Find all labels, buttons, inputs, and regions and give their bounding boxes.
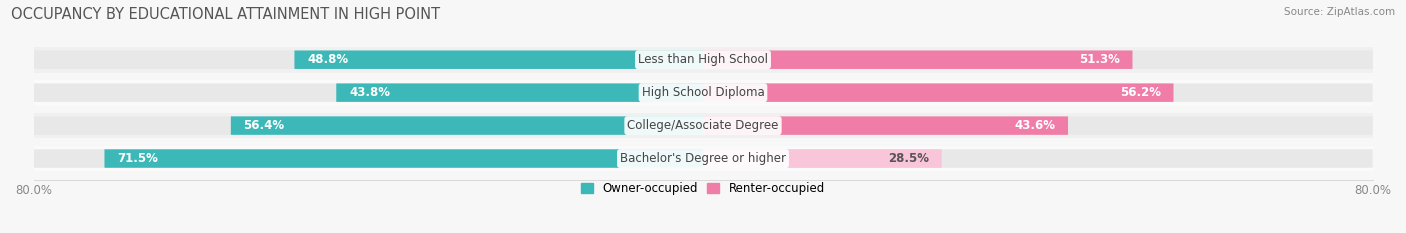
- Bar: [34, 80, 1372, 106]
- Text: High School Diploma: High School Diploma: [641, 86, 765, 99]
- FancyBboxPatch shape: [703, 51, 1372, 69]
- FancyBboxPatch shape: [703, 116, 1372, 135]
- Text: 51.3%: 51.3%: [1078, 53, 1119, 66]
- FancyBboxPatch shape: [34, 149, 703, 168]
- Legend: Owner-occupied, Renter-occupied: Owner-occupied, Renter-occupied: [576, 177, 830, 199]
- Text: 43.8%: 43.8%: [349, 86, 389, 99]
- Bar: [34, 146, 1372, 171]
- FancyBboxPatch shape: [703, 149, 942, 168]
- Text: 28.5%: 28.5%: [889, 152, 929, 165]
- Text: Less than High School: Less than High School: [638, 53, 768, 66]
- FancyBboxPatch shape: [34, 83, 703, 102]
- Text: Bachelor's Degree or higher: Bachelor's Degree or higher: [620, 152, 786, 165]
- FancyBboxPatch shape: [703, 83, 1174, 102]
- FancyBboxPatch shape: [703, 51, 1132, 69]
- Text: 56.2%: 56.2%: [1119, 86, 1161, 99]
- Text: 48.8%: 48.8%: [307, 53, 349, 66]
- FancyBboxPatch shape: [104, 149, 703, 168]
- FancyBboxPatch shape: [34, 116, 703, 135]
- Text: 56.4%: 56.4%: [243, 119, 284, 132]
- Text: College/Associate Degree: College/Associate Degree: [627, 119, 779, 132]
- FancyBboxPatch shape: [336, 83, 703, 102]
- Text: 43.6%: 43.6%: [1014, 119, 1056, 132]
- FancyBboxPatch shape: [703, 149, 1372, 168]
- FancyBboxPatch shape: [231, 116, 703, 135]
- FancyBboxPatch shape: [703, 83, 1372, 102]
- Text: Source: ZipAtlas.com: Source: ZipAtlas.com: [1284, 7, 1395, 17]
- Text: 71.5%: 71.5%: [117, 152, 157, 165]
- FancyBboxPatch shape: [294, 51, 703, 69]
- Bar: [34, 113, 1372, 138]
- FancyBboxPatch shape: [34, 51, 703, 69]
- Text: OCCUPANCY BY EDUCATIONAL ATTAINMENT IN HIGH POINT: OCCUPANCY BY EDUCATIONAL ATTAINMENT IN H…: [11, 7, 440, 22]
- FancyBboxPatch shape: [703, 116, 1069, 135]
- Bar: [34, 47, 1372, 72]
